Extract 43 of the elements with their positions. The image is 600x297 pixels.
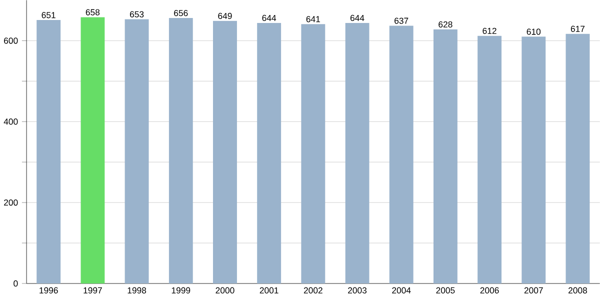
x-tick-label: 2002 [304,287,322,294]
data-label: 610 [526,28,541,35]
x-tick-label: 2007 [524,287,543,294]
bar [80,17,105,284]
y-tick-label: 400 [4,118,18,125]
x-tick-label: 2005 [436,287,455,294]
data-label: 637 [394,18,408,24]
x-tick-label: 2004 [392,287,411,294]
y-tick-label: 0 [14,280,18,287]
bar [433,29,458,284]
bar [522,36,546,284]
data-label: 658 [86,9,100,16]
x-tick-label: 1998 [128,287,146,294]
x-tick-label: 2006 [480,287,499,294]
bar [478,36,502,284]
bar [389,26,414,284]
bar [213,20,237,284]
data-label: 644 [350,14,364,21]
data-label: 644 [262,14,276,21]
x-tick-label: 2003 [348,287,367,294]
y-tick-label: 600 [4,38,18,44]
x-tick-label: 1997 [84,287,102,294]
data-label: 617 [570,26,585,32]
x-tick-label: 2001 [260,287,278,294]
bar [566,34,590,284]
data-label: 628 [438,21,452,28]
data-label: 653 [130,11,144,18]
y-tick-label: 200 [4,199,18,206]
bar [168,18,193,284]
x-tick-label: 1996 [40,287,58,294]
data-label: 656 [174,10,188,16]
x-tick-label: 2008 [568,287,587,294]
bar [257,22,282,284]
data-label: 651 [42,12,56,18]
data-label: 641 [306,16,320,22]
x-tick-label: 2000 [216,287,234,294]
bar [345,22,370,284]
bar [36,20,61,284]
data-label: 612 [482,28,496,34]
bar [301,24,326,284]
x-tick-label: 1999 [172,287,190,294]
bar [124,19,149,284]
data-label: 649 [218,12,232,19]
